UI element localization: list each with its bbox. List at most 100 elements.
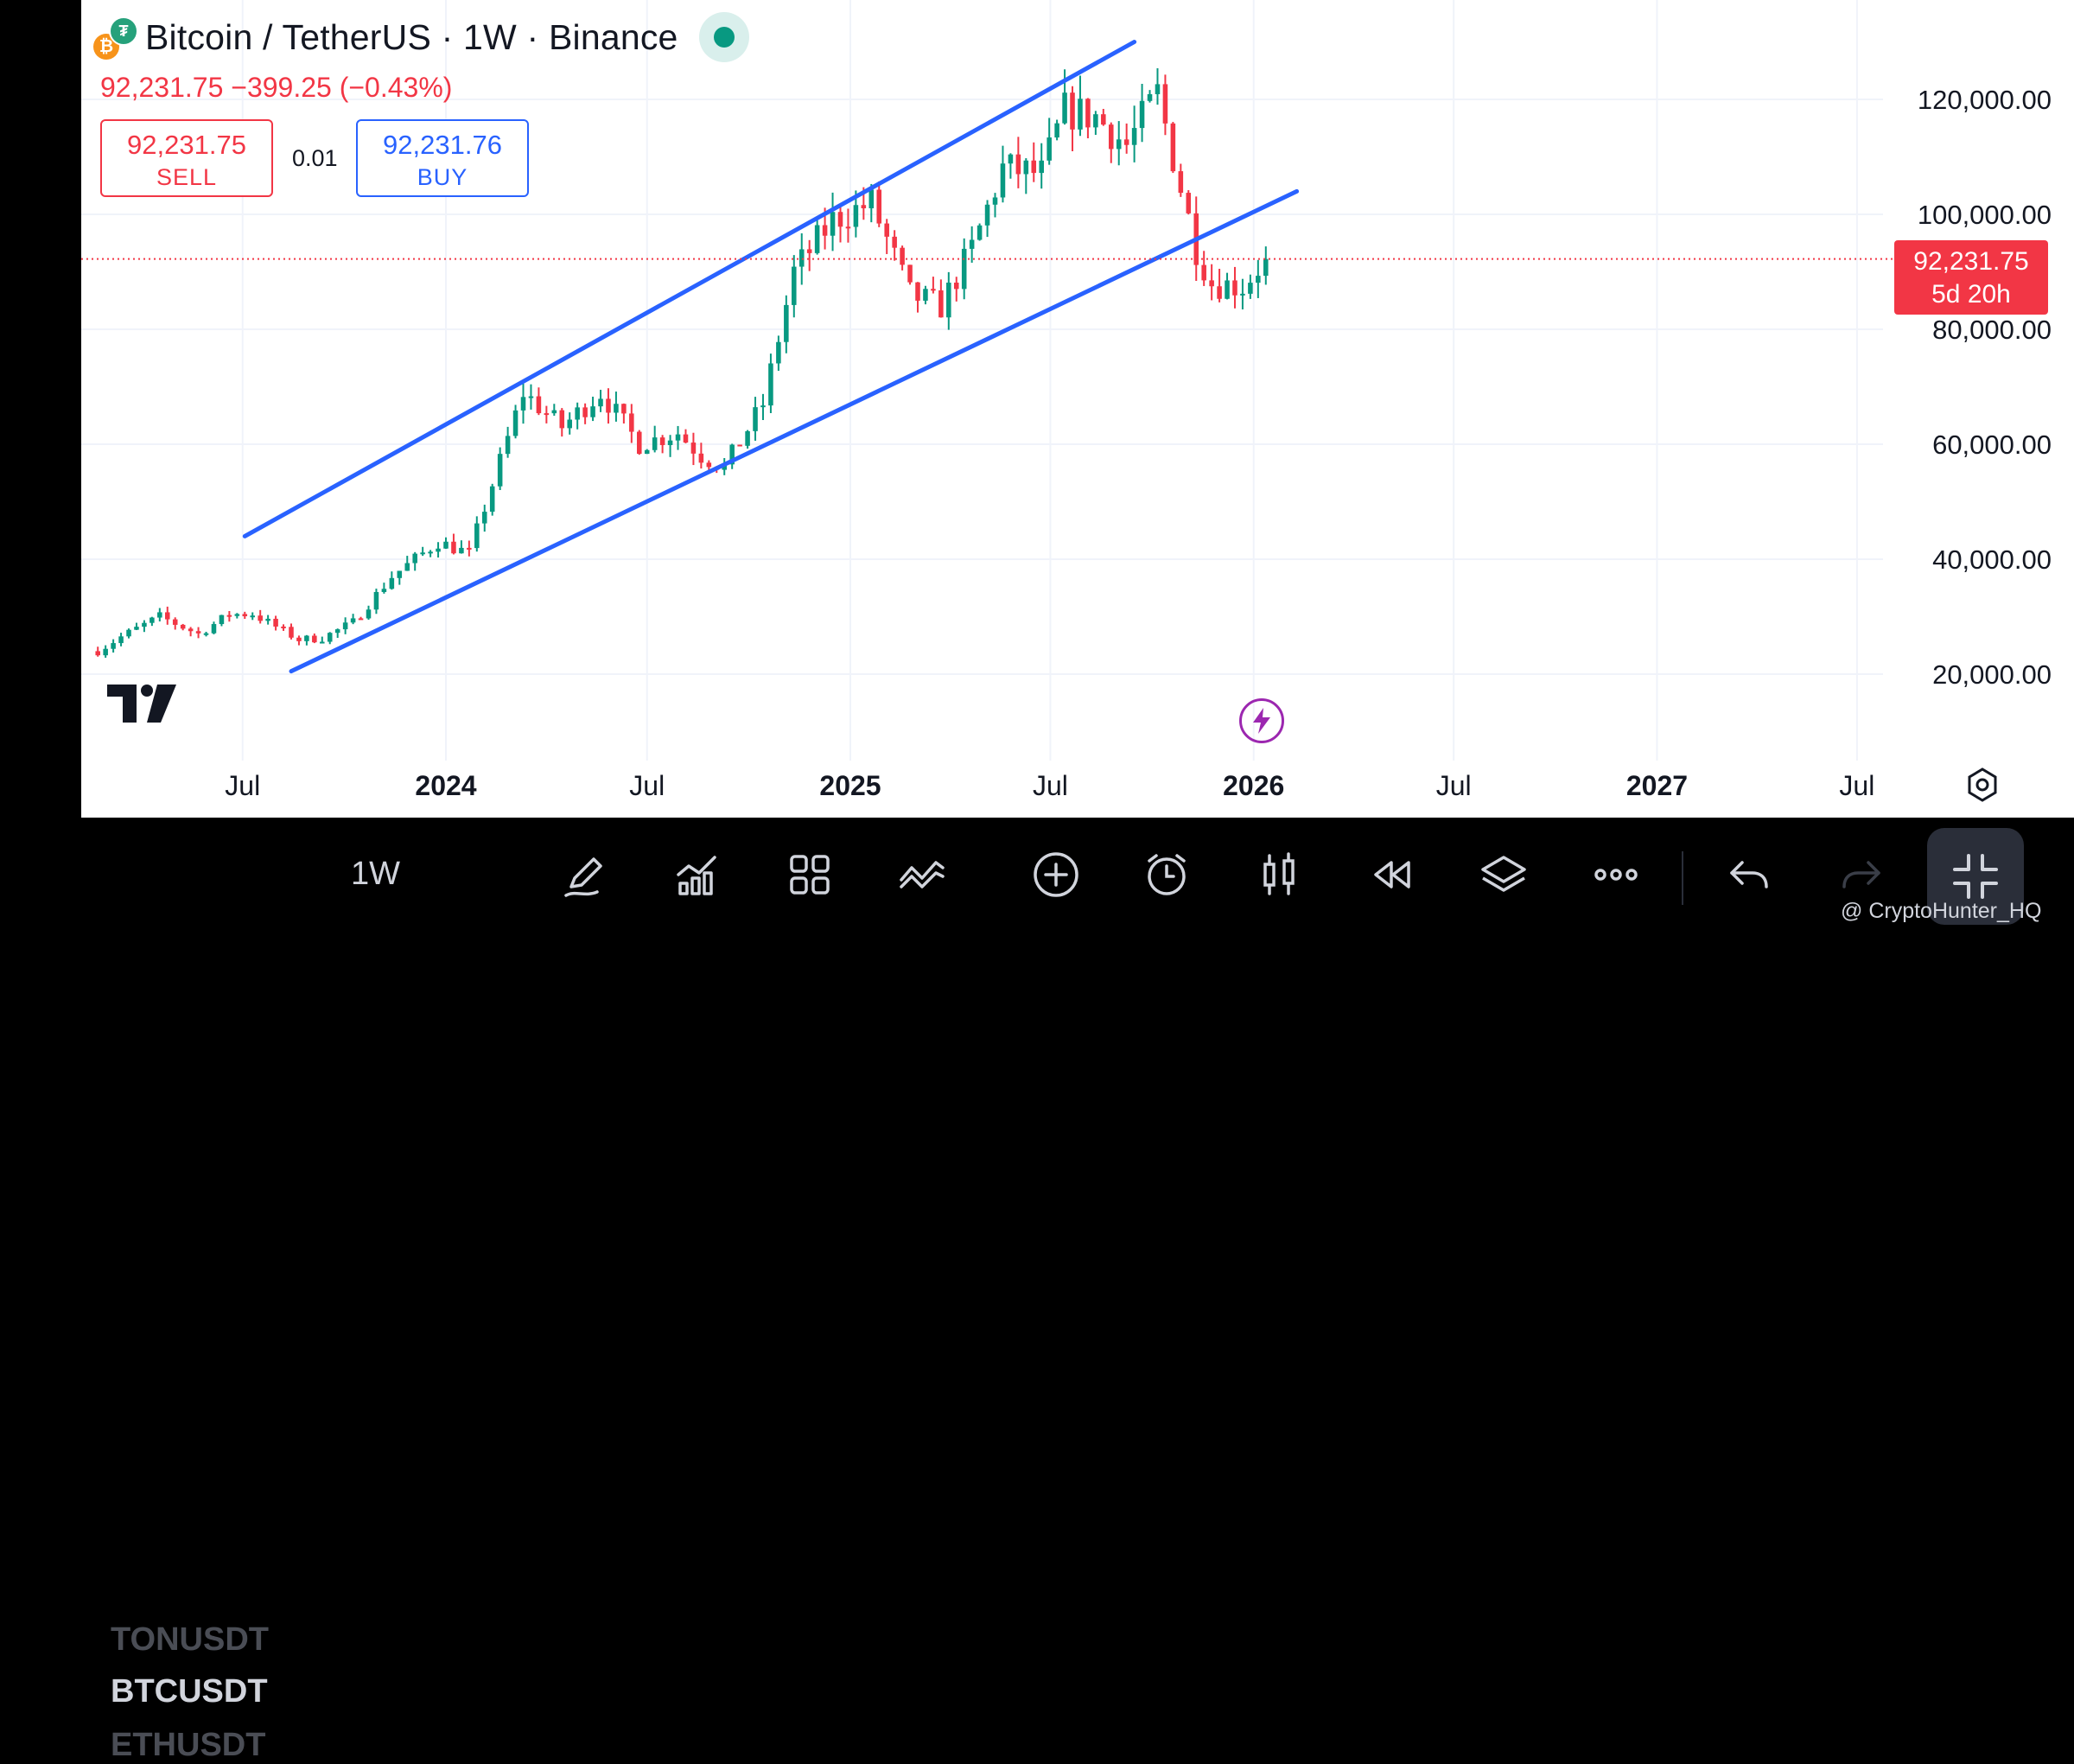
x-tick-label: 2027 [1626, 770, 1688, 801]
undo-icon[interactable] [1721, 847, 1777, 902]
candle-body [792, 266, 797, 305]
candle-body [737, 444, 742, 447]
candle-body [559, 410, 565, 429]
candle-body [203, 633, 209, 635]
candle-body [946, 283, 951, 318]
candle-body [636, 431, 642, 455]
candle-body [729, 444, 735, 465]
candle-body [420, 552, 425, 555]
candle-body [520, 397, 526, 411]
candle-body [984, 204, 990, 226]
watermark: @ CryptoHunter_HQ [1841, 899, 2042, 923]
candle-body [1123, 139, 1129, 145]
candle-body [389, 577, 395, 589]
last-price-tag: 92,231.75 5d 20h [1894, 239, 2048, 315]
x-tick-label: Jul [1436, 770, 1472, 801]
candle-body [489, 486, 495, 513]
candle-body [667, 440, 673, 445]
candle-body [258, 615, 263, 621]
candle-body [95, 651, 100, 656]
candle-body [1225, 280, 1230, 299]
layout-grid-icon[interactable] [782, 847, 837, 902]
sell-button[interactable]: 92,231.75 SELL [100, 119, 273, 197]
candle-body [404, 563, 410, 571]
candle-body [1116, 139, 1122, 150]
candle-body [296, 637, 302, 641]
candle-body [412, 553, 417, 564]
candle-body [134, 627, 139, 630]
price-chart[interactable]: Jul 2024 Jul 2025 Jul 2026 Jul 2027 Jul 120,000.0… [81, 0, 2074, 818]
candle-body [1108, 124, 1114, 150]
candle-body [992, 197, 998, 205]
symbol-next[interactable]: ETHUSDT [111, 1727, 266, 1763]
candle-body [698, 453, 704, 463]
chart-area[interactable]: Jul 2024 Jul 2025 Jul 2026 Jul 2027 Jul 120,000.0… [81, 0, 2074, 818]
candle-body [1209, 280, 1214, 287]
candle-body [690, 443, 697, 454]
candle-body [304, 635, 309, 641]
candle-body [157, 612, 162, 618]
candle-body [219, 615, 225, 625]
candle-body [1139, 100, 1145, 129]
candle-body [366, 609, 372, 619]
pencil-icon[interactable] [557, 847, 613, 902]
scale-settings-icon[interactable] [1963, 766, 2001, 808]
symbol-title[interactable]: Bitcoin / TetherUS · 1W · Binance [145, 16, 678, 57]
tradingview-logo-icon [107, 685, 180, 727]
candle-body [1131, 128, 1137, 145]
tether-coin-icon: ₮ [109, 16, 138, 46]
channel-lower [289, 188, 1300, 674]
candle-body [451, 541, 456, 554]
indicators-icon[interactable] [670, 847, 725, 902]
candle-body [481, 512, 487, 524]
candle-body [582, 407, 588, 417]
layers-icon[interactable] [1476, 847, 1531, 902]
buy-label: BUY [417, 164, 468, 190]
candle-body [234, 614, 240, 616]
candle-body [969, 239, 975, 249]
more-icon[interactable] [1588, 847, 1644, 902]
x-tick-label: Jul [1839, 770, 1874, 801]
candle-body [373, 591, 379, 610]
timeframe-selector[interactable]: 1W [351, 856, 400, 892]
trend-tools-icon[interactable] [894, 847, 950, 902]
candle-body [1217, 286, 1222, 299]
buy-button[interactable]: 92,231.76 BUY [356, 119, 529, 197]
candle-body [915, 282, 920, 301]
y-tick-label: 120,000.00 [1918, 85, 2052, 115]
candle-body [150, 617, 155, 623]
candle-body [126, 629, 131, 637]
collapse-icon[interactable] [1927, 828, 2024, 925]
candle-body [822, 225, 828, 236]
replay-icon[interactable] [1364, 847, 1419, 902]
candle-body [1256, 276, 1261, 283]
candle-body [172, 619, 178, 625]
market-status-icon[interactable] [698, 12, 749, 62]
candle-body [1147, 93, 1153, 101]
candle-body [1101, 114, 1106, 125]
redo-icon[interactable] [1834, 847, 1889, 902]
candle-body [644, 449, 650, 455]
add-icon[interactable] [1028, 847, 1084, 902]
candle-body [312, 635, 317, 643]
candle-body [142, 622, 147, 627]
alert-clock-icon[interactable] [1139, 847, 1194, 902]
candles-icon[interactable] [1251, 847, 1307, 902]
candle-body [320, 641, 325, 644]
y-tick-label: 40,000.00 [1932, 544, 2052, 575]
symbol-active[interactable]: BTCUSDT [111, 1673, 268, 1710]
symbol-prev[interactable]: TONUSDT [111, 1621, 269, 1658]
order-quantity[interactable]: 0.01 [292, 145, 338, 171]
candle-body [953, 283, 959, 290]
candle-body [907, 264, 913, 283]
candle-body [265, 618, 270, 621]
y-tick-label: 80,000.00 [1932, 315, 2052, 345]
price-change: 92,231.75 −399.25 (−0.43%) [100, 72, 453, 103]
candle-body [273, 618, 278, 627]
candle-body [1085, 99, 1091, 128]
candle-body [118, 636, 124, 644]
candle-body [977, 225, 983, 240]
lightning-icon[interactable] [1239, 698, 1284, 743]
candle-body [961, 248, 967, 290]
candle-body [467, 547, 472, 550]
